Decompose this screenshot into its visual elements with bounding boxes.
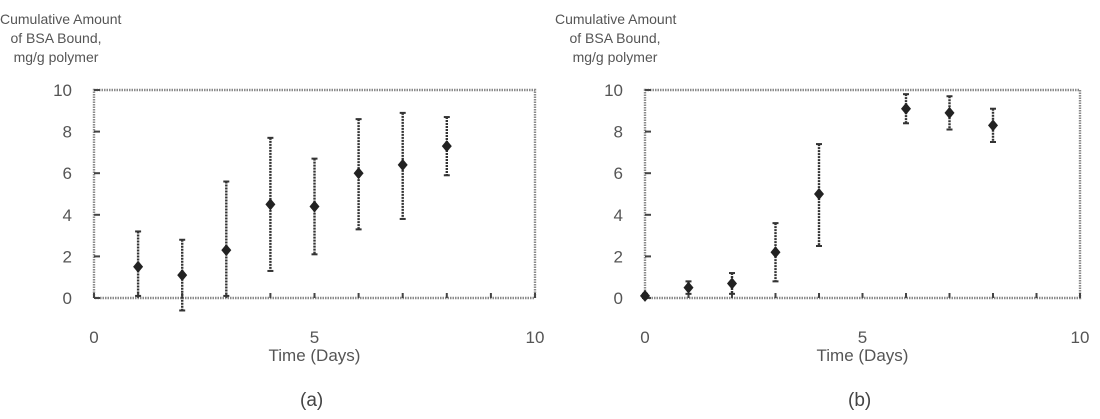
data-point: [683, 281, 694, 294]
y-tick-label: 4: [63, 206, 72, 225]
data-point: [727, 277, 737, 290]
panel-label: (a): [300, 390, 324, 411]
chart-panel-a: Cumulative Amount of BSA Bound, mg/g pol…: [0, 0, 544, 419]
x-tick-label: 0: [640, 328, 649, 347]
y-axis-label-line-2: of BSA Bound,: [10, 30, 102, 46]
x-tick-label: 10: [526, 328, 545, 347]
y-tick-label: 2: [614, 247, 623, 266]
y-tick-label: 10: [53, 81, 72, 100]
y-tick-label: 4: [614, 206, 623, 225]
y-tick-label: 0: [614, 289, 623, 308]
chart-panel-b: Cumulative Amount of BSA Bound, mg/g pol…: [555, 0, 1095, 419]
y-axis-label-line-3: mg/g polymer: [572, 49, 658, 65]
panel-label: (b): [848, 390, 872, 411]
plot-area: 0 2 4 6 8 10 0 5 10 Time (Days): [53, 81, 544, 365]
y-axis-label-line-2: of BSA Bound,: [569, 30, 661, 46]
y-axis-label-line-1: Cumulative Amount: [555, 11, 677, 27]
x-tick-label: 0: [89, 328, 98, 347]
data-point: [265, 198, 276, 211]
data-point: [770, 246, 781, 259]
data-point: [397, 158, 408, 171]
y-tick-label: 8: [614, 123, 623, 142]
y-tick-label: 10: [604, 81, 623, 100]
x-axis-label: Time (Days): [817, 346, 909, 365]
y-tick-label: 0: [63, 289, 72, 308]
y-axis-label-line-3: mg/g polymer: [13, 49, 99, 65]
x-tick-label: 5: [310, 328, 319, 347]
data-point: [441, 140, 452, 153]
data-point: [814, 188, 824, 200]
data-point: [901, 102, 911, 115]
y-tick-label: 2: [63, 247, 72, 266]
plot-frame: [643, 88, 1082, 300]
plot-area: 0 2 4 6 8 10 0 5 10 Time (Days): [604, 81, 1090, 365]
x-tick-label: 10: [1071, 328, 1090, 347]
data-point: [309, 200, 320, 213]
y-axis-label: Cumulative Amount of BSA Bound, mg/g pol…: [0, 10, 122, 67]
data-point: [221, 244, 232, 257]
y-tick-label: 8: [63, 123, 72, 142]
data-point: [988, 119, 998, 132]
y-tick-label: 6: [614, 164, 623, 183]
x-axis-label: Time (Days): [269, 346, 361, 365]
x-tick-label: 5: [858, 328, 867, 347]
data-point: [177, 269, 188, 282]
y-tick-label: 6: [63, 164, 72, 183]
data-point: [640, 289, 650, 302]
plot-frame: [92, 88, 537, 300]
data-point: [133, 260, 144, 273]
y-axis-label-line-1: Cumulative Amount: [0, 11, 122, 27]
data-point: [944, 106, 955, 119]
y-axis-label: Cumulative Amount of BSA Bound, mg/g pol…: [555, 10, 677, 67]
data-point: [353, 167, 364, 180]
